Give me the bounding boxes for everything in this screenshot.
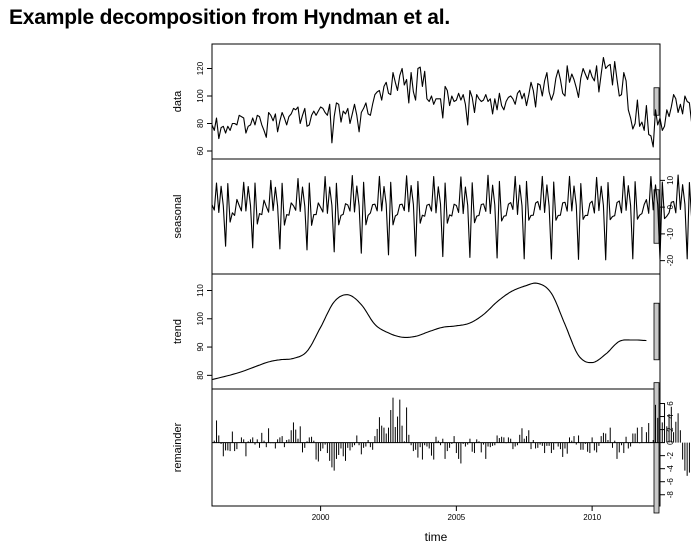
x-tick-label: 2005: [447, 513, 465, 522]
panel-trend: 80 90 100 110 trend: [172, 273, 661, 390]
y-tick-label: 120: [196, 61, 205, 75]
y-tick-label: -4: [666, 465, 675, 473]
series-line-trend: [211, 282, 647, 381]
y-tick-label: 110: [196, 284, 205, 297]
panel-remainder: -8 -6 -4 -2 0 2 4 6 remainder: [172, 382, 690, 514]
page-title: Example decomposition from Hyndman et al…: [9, 6, 451, 29]
y-tick-label: -10: [666, 228, 675, 240]
panel-data: 60 80 100 120 data: [172, 43, 691, 160]
y-tick-label: 4: [666, 414, 675, 419]
panel-ylabel: data: [172, 90, 184, 112]
x-axis: 2000 2005 2010: [312, 506, 602, 522]
panels-group: 60 80 100 120 data -20 -10 0 10 seasonal 80 90 100 11…: [172, 43, 691, 514]
x-tick-label: 2000: [312, 513, 330, 522]
panel-ylabel: trend: [172, 319, 184, 344]
scale-bar: [653, 302, 660, 361]
y-tick-label: 80: [196, 370, 205, 379]
scale-bar: [653, 382, 660, 514]
y-tick-label: 0: [666, 440, 675, 445]
x-tick-label: 2010: [583, 513, 601, 522]
y-tick-label: 100: [196, 312, 205, 326]
panel-frame: [211, 43, 661, 160]
y-tick-label: 80: [196, 119, 205, 128]
y-tick-label: 2: [666, 427, 675, 432]
scale-bar: [653, 87, 660, 116]
y-tick-label: 100: [196, 89, 205, 103]
y-tick-label: 90: [196, 342, 205, 351]
series-line-data: [211, 56, 691, 148]
y-tick-label: -8: [666, 491, 675, 499]
panel-frame: [211, 273, 661, 390]
panel-frame: [211, 388, 661, 507]
series-line-seasonal: [211, 174, 691, 261]
panel-ylabel: seasonal: [172, 194, 184, 238]
y-tick-label: 6: [666, 401, 675, 406]
y-tick-label: -2: [666, 452, 675, 460]
panel-frame: [211, 158, 661, 275]
y-tick-label: -6: [666, 478, 675, 486]
y-tick-label: 60: [196, 146, 205, 155]
panel-ylabel: remainder: [172, 422, 184, 472]
y-tick-label: -20: [666, 254, 675, 266]
y-tick-label: 10: [666, 175, 675, 184]
x-axis-label: time: [425, 530, 448, 544]
